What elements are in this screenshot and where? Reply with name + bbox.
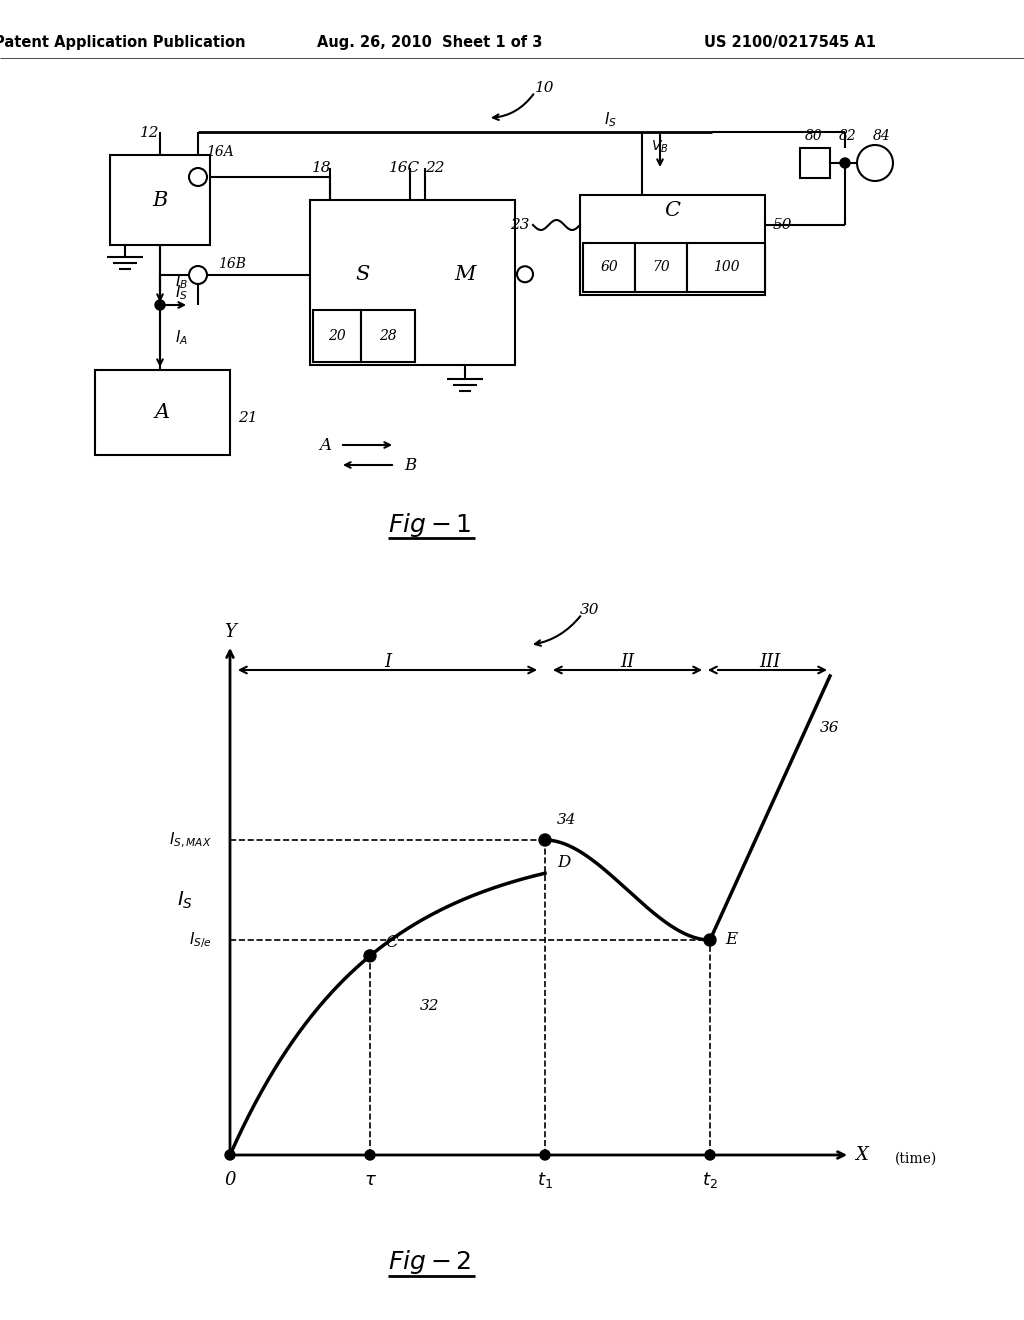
Text: 0: 0 <box>224 1171 236 1189</box>
Text: C: C <box>385 933 397 950</box>
Text: $I_S$: $I_S$ <box>603 111 616 129</box>
Text: 10: 10 <box>536 81 555 95</box>
Text: $V_B$: $V_B$ <box>651 139 669 156</box>
Text: 23: 23 <box>510 218 529 232</box>
Text: $I_{S, MAX}$: $I_{S, MAX}$ <box>169 830 212 850</box>
Text: 32: 32 <box>420 999 439 1012</box>
Text: 30: 30 <box>581 603 600 616</box>
Bar <box>583 243 635 292</box>
Text: A: A <box>319 437 331 454</box>
Circle shape <box>189 267 207 284</box>
Text: $\mathit{Fig-1}$: $\mathit{Fig-1}$ <box>388 511 472 539</box>
Circle shape <box>540 1150 550 1160</box>
Text: Aug. 26, 2010  Sheet 1 of 3: Aug. 26, 2010 Sheet 1 of 3 <box>317 34 543 49</box>
Text: 16A: 16A <box>206 145 233 158</box>
Bar <box>361 310 415 362</box>
Text: 70: 70 <box>652 260 670 275</box>
Circle shape <box>517 267 534 282</box>
Text: 20: 20 <box>328 329 346 343</box>
Bar <box>313 310 361 362</box>
Bar <box>95 370 230 455</box>
Text: $I_S$: $I_S$ <box>177 890 193 911</box>
Text: $I_A$: $I_A$ <box>175 329 188 347</box>
Text: Patent Application Publication: Patent Application Publication <box>0 34 246 49</box>
Bar <box>580 195 765 294</box>
Text: $\mathit{Fig-2}$: $\mathit{Fig-2}$ <box>388 1247 472 1276</box>
Text: III: III <box>760 653 780 671</box>
Circle shape <box>365 1150 375 1160</box>
Text: 80: 80 <box>805 129 823 143</box>
Text: $\tau$: $\tau$ <box>364 1171 377 1189</box>
Text: 34: 34 <box>557 813 577 828</box>
Text: 21: 21 <box>238 411 257 425</box>
Text: $t_2$: $t_2$ <box>702 1170 718 1191</box>
Bar <box>687 243 765 292</box>
Bar <box>635 243 687 292</box>
Text: A: A <box>155 403 170 422</box>
Circle shape <box>539 834 551 846</box>
Text: B: B <box>153 190 168 210</box>
Circle shape <box>705 1150 715 1160</box>
Circle shape <box>364 950 376 962</box>
Text: $I_B$: $I_B$ <box>175 273 188 292</box>
Circle shape <box>857 145 893 181</box>
Text: D: D <box>557 854 570 871</box>
Text: 100: 100 <box>713 260 739 275</box>
Text: $t_1$: $t_1$ <box>537 1170 553 1191</box>
Text: Y: Y <box>224 623 236 642</box>
Text: X: X <box>856 1146 868 1164</box>
Text: C: C <box>665 201 681 219</box>
Text: 16C: 16C <box>389 161 421 176</box>
Text: 22: 22 <box>425 161 444 176</box>
Text: II: II <box>621 653 635 671</box>
Text: 16B: 16B <box>218 257 246 271</box>
Bar <box>110 154 210 246</box>
Text: 28: 28 <box>379 329 397 343</box>
Text: S: S <box>355 265 370 284</box>
Text: US 2100/0217545 A1: US 2100/0217545 A1 <box>705 34 876 49</box>
Text: B: B <box>403 457 416 474</box>
Bar <box>800 148 830 178</box>
Circle shape <box>840 158 850 168</box>
Text: E: E <box>725 932 737 949</box>
Text: $I_S$: $I_S$ <box>175 284 187 302</box>
Text: 12: 12 <box>140 125 160 140</box>
Circle shape <box>155 300 165 310</box>
Bar <box>310 201 515 366</box>
Text: (time): (time) <box>895 1152 937 1166</box>
Text: 50: 50 <box>773 218 793 232</box>
Text: 36: 36 <box>820 721 840 735</box>
Text: 84: 84 <box>873 129 891 143</box>
Text: I: I <box>384 653 391 671</box>
Circle shape <box>705 935 716 946</box>
Text: 60: 60 <box>600 260 617 275</box>
Circle shape <box>189 168 207 186</box>
Text: 18: 18 <box>312 161 332 176</box>
Circle shape <box>225 1150 234 1160</box>
Text: M: M <box>455 265 476 284</box>
Text: 82: 82 <box>839 129 857 143</box>
Text: $I_{S/e}$: $I_{S/e}$ <box>189 931 212 950</box>
